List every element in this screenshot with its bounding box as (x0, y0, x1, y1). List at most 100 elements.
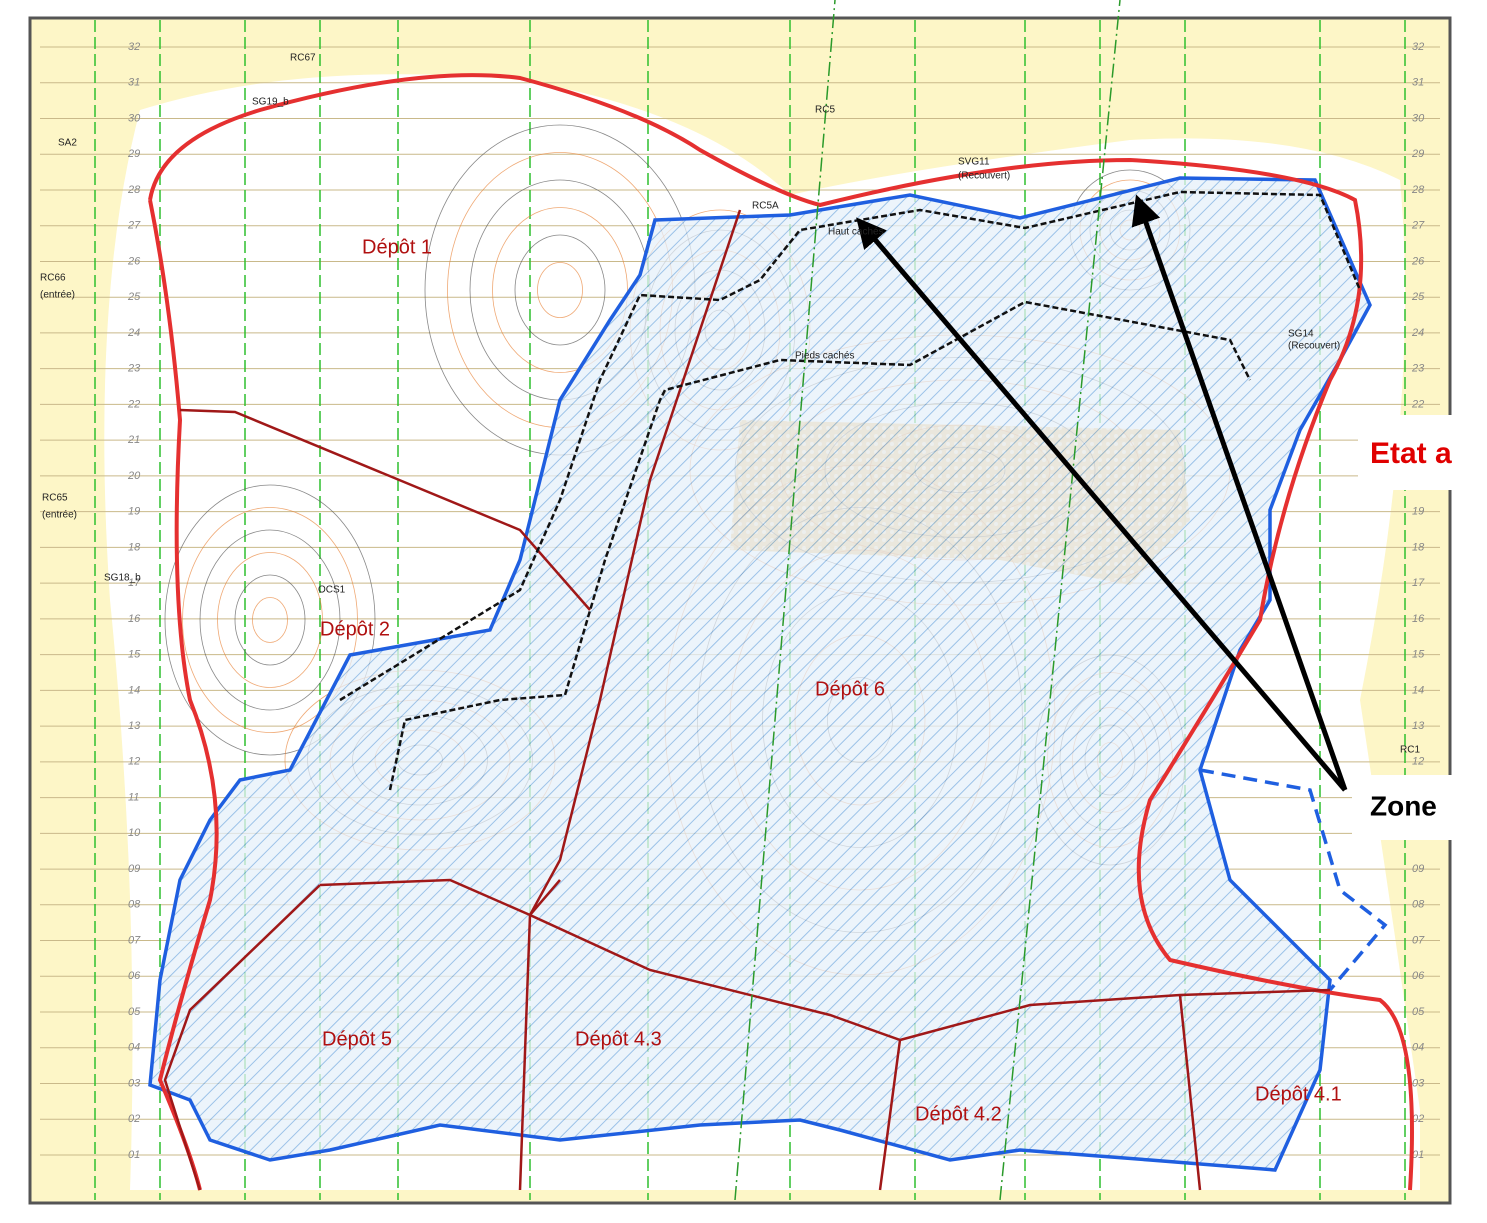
row-number: 06 (128, 970, 141, 982)
annotation-box (1358, 415, 1487, 490)
row-number: 28 (1411, 184, 1425, 196)
row-number: 23 (1411, 363, 1425, 375)
label: RC5A (752, 201, 779, 212)
row-number: 24 (1411, 327, 1424, 339)
row-number: 22 (1411, 398, 1424, 410)
label: RC5 (815, 105, 835, 116)
row-number: 10 (128, 827, 141, 839)
row-number: 27 (127, 220, 141, 232)
label: SVG11 (958, 157, 990, 168)
row-number: 14 (128, 684, 140, 696)
label: Haut cachés (828, 227, 884, 238)
black-dashed (339, 190, 1362, 791)
annotation: Zone (1370, 790, 1437, 821)
zone-label: Dépôt 5 (322, 1028, 392, 1050)
label: SA2 (58, 138, 77, 149)
row-number: 31 (128, 77, 140, 89)
row-number: 27 (1411, 220, 1425, 232)
row-number: 30 (1412, 112, 1425, 124)
row-number: 24 (127, 327, 140, 339)
row-number: 09 (128, 863, 140, 875)
contour (164, 484, 376, 756)
contour (537, 262, 583, 318)
row-number: 08 (128, 899, 141, 911)
arrow (856, 217, 1347, 792)
row-number: 06 (1412, 970, 1425, 982)
row-number: 20 (127, 470, 141, 482)
row-number: 12 (128, 756, 140, 768)
deposit-boundaries (163, 209, 1331, 1191)
contour (234, 574, 306, 666)
label: SG14 (1288, 329, 1314, 340)
row-number: 29 (1411, 148, 1424, 160)
annotation: Etat a (1370, 437, 1452, 470)
row-number: 14 (1412, 684, 1424, 696)
blue-zone-dashed (1199, 768, 1388, 992)
row-number: 17 (128, 577, 141, 589)
row-number: 18 (1412, 541, 1425, 553)
row-number: 13 (1412, 720, 1425, 732)
row-number: 18 (128, 541, 141, 553)
label: RC1 (1400, 745, 1420, 756)
label: (Recouvert) (958, 171, 1010, 182)
label: SG19_b (252, 97, 289, 108)
contour (199, 529, 341, 711)
right-margin (1470, 0, 1487, 1218)
row-number: 09 (1412, 863, 1424, 875)
row-number: 07 (128, 934, 141, 946)
row-number: 32 (1412, 41, 1424, 53)
label: (entrée) (40, 290, 75, 301)
row-number: 11 (128, 791, 139, 803)
row-number: 03 (128, 1077, 141, 1089)
contour (252, 597, 288, 643)
row-number: 04 (1412, 1042, 1424, 1054)
row-number: 26 (1411, 255, 1425, 267)
row-number: 22 (127, 398, 140, 410)
contour (492, 207, 628, 373)
row-number: 02 (128, 1113, 140, 1125)
label: RC66 (40, 273, 66, 284)
row-number: 01 (1412, 1149, 1424, 1161)
row-number: 19 (1412, 506, 1424, 518)
row-number: 16 (1412, 613, 1425, 625)
contour (182, 507, 358, 733)
label: SG18_b (104, 573, 141, 584)
row-number: 05 (1412, 1006, 1425, 1018)
row-number: 19 (128, 506, 140, 518)
label: RC67 (290, 53, 316, 64)
labels: Dépôt 1 Dépôt 2 Dépôt 6 Dépôt 5 Dépôt 4.3 Dép… (40, 53, 1420, 1126)
row-number: 29 (127, 148, 140, 160)
row-number: 31 (1412, 77, 1424, 89)
label: RC65 (42, 493, 68, 504)
row-number: 05 (128, 1006, 141, 1018)
row-number: 15 (1412, 649, 1425, 661)
row-number: 15 (128, 649, 141, 661)
contour (514, 234, 606, 346)
row-number: 17 (1412, 577, 1425, 589)
label: (entrée) (42, 510, 77, 521)
row-number: 21 (127, 434, 140, 446)
row-number: 03 (1412, 1077, 1425, 1089)
row-number: 28 (127, 184, 141, 196)
label: Pieds cachés (795, 351, 854, 362)
zone-label: Dépôt 4.2 (915, 1103, 1002, 1125)
row-number: 26 (127, 255, 141, 267)
row-number: 01 (128, 1149, 140, 1161)
row-number: 25 (1411, 291, 1425, 303)
zone-label: Dépôt 6 (815, 678, 885, 700)
zone-label: Dépôt 1 (362, 236, 432, 258)
row-number: 04 (128, 1042, 140, 1054)
arrow (1131, 194, 1348, 791)
label: OCS1 (318, 585, 346, 596)
row-number: 13 (128, 720, 141, 732)
red-outline (148, 73, 1414, 1191)
row-number: 30 (128, 112, 141, 124)
row-number: 08 (1412, 899, 1425, 911)
zone-label: Dépôt 4.3 (575, 1028, 662, 1050)
row-number: 02 (1412, 1113, 1424, 1125)
row-number: 07 (1412, 934, 1425, 946)
row-number: 32 (128, 41, 140, 53)
contour (217, 552, 323, 688)
row-number: 16 (128, 613, 141, 625)
